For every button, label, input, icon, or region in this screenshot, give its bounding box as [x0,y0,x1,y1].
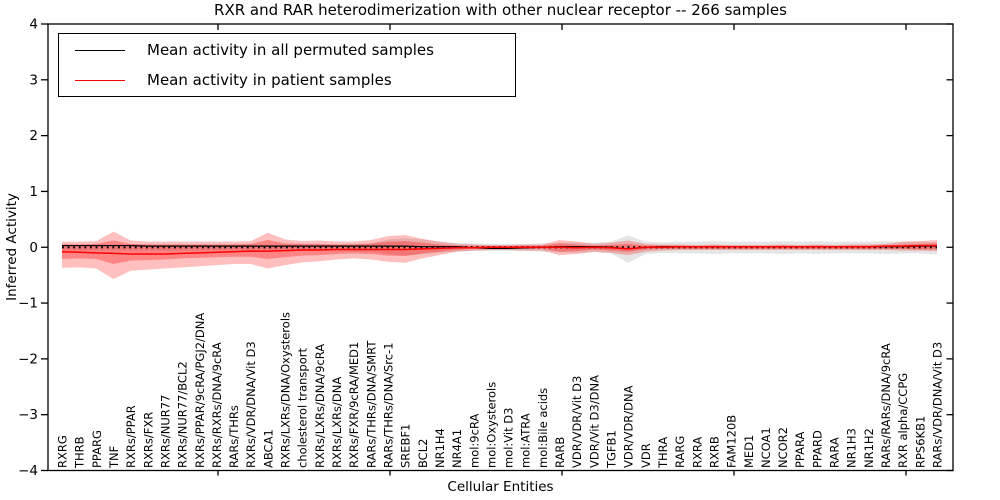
legend-item-patient: Mean activity in patient samples [59,68,515,92]
x-category-label: FAM120B [725,415,739,468]
x-category-label: TNF [107,446,121,469]
x-category-label: RXRs/RXRs/DNA/9cRA [210,342,224,468]
legend: Mean activity in all permuted samples Me… [58,33,516,97]
x-category-label: mol:Bile acids [536,388,550,468]
x-category-label: RXRA [690,437,704,468]
x-category-label: RARA [828,437,842,468]
y-tick-label: 0 [29,240,38,256]
chart-title: RXR and RAR heterodimerization with othe… [214,1,787,19]
y-tick-label: −2 [18,351,38,367]
x-category-label: RXRs/LXRs/DNA/Oxysterols [279,312,293,468]
x-category-label: PPARD [810,430,824,468]
x-category-label: RXRs/VDR/DNA/Vit D3 [244,341,258,468]
x-category-label: RXRs/LXRs/DNA [330,377,344,468]
y-tick-label: −3 [18,407,38,423]
legend-item-permuted: Mean activity in all permuted samples [59,38,515,62]
x-category-label: RARs/THRs/DNA/SMRT [364,340,378,468]
y-tick-label: −1 [18,296,38,312]
x-category-label: VDR [639,443,653,468]
x-category-label: RXRs/NUR77/BCL2 [176,361,190,468]
x-category-label: RXRs/NUR77 [158,395,172,468]
x-category-label: NCOA1 [759,427,773,468]
x-category-label: VDR/VDR/Vit D3 [570,376,584,468]
y-tick-label: 2 [29,128,38,144]
legend-label-patient: Mean activity in patient samples [147,71,392,89]
x-category-label: RXR alpha/CCPG [896,373,910,468]
x-category-label: THRA [656,437,670,469]
x-axis-label: Cellular Entities [447,479,554,495]
x-category-label: RARs/RARs/DNA/9cRA [879,343,893,468]
ci-band-patient-ci-outer [62,231,937,280]
x-category-label: RARs/VDR/DNA/Vit D3 [931,342,945,468]
y-tick-label: 1 [29,184,38,200]
x-category-label: RXRs/FXR [141,412,155,468]
x-category-label: RXRs/FXR/9cRA/MED1 [347,342,361,468]
x-category-label: RXRB [707,436,721,468]
legend-label-permuted: Mean activity in all permuted samples [147,41,434,59]
x-category-label: THRB [73,436,87,469]
x-category-label: mol:Vit D3 [502,408,516,468]
series-line-patient [61,244,937,255]
x-category-label: NR4A1 [450,429,464,468]
y-tick-label: 4 [29,17,38,33]
x-category-label: mol:9cRA [467,414,481,468]
ci-band-permuted-ci [62,235,937,263]
x-category-label: mol:ATRA [519,413,533,468]
x-category-label: cholesterol transport [296,348,310,468]
x-category-label: RARs/THRs/DNA/Src-1 [381,342,395,468]
y-axis-label: Inferred Activity [4,193,20,301]
x-category-label: TGFB1 [605,430,619,469]
x-category-label: MED1 [742,435,756,468]
x-category-label: ABCA1 [261,429,275,468]
y-tick-label: −4 [18,463,38,479]
x-category-label: NR1H2 [862,428,876,468]
x-category-label: RARG [673,436,687,468]
x-category-label: BCL2 [416,439,430,468]
x-category-label: RXRs/PPAR/9cRA/PGJ2/DNA [193,313,207,468]
x-category-label: RXRG [56,435,70,468]
x-category-label: VDR/VDR/DNA [622,385,636,468]
x-category-label: PPARA [793,431,807,468]
x-category-label: NR1H3 [845,428,859,468]
x-category-label: RARB [553,437,567,468]
x-category-label: SREBF1 [399,424,413,468]
x-category-label: NCOR2 [776,427,790,468]
x-category-label: RPS6KB1 [913,416,927,468]
x-category-label: mol:Oxysterols [484,382,498,468]
x-category-label: RARs/THRs [227,405,241,468]
x-category-label: RXRs/PPAR [124,405,138,468]
x-category-label: VDR/Vit D3/DNA [587,375,601,468]
legend-line-swatch-red [75,79,125,81]
legend-line-swatch-black [75,49,125,51]
x-category-label: NR1H4 [433,428,447,468]
y-tick-label: 3 [29,72,38,88]
x-category-label: RXRs/LXRs/DNA/9cRA [313,344,327,468]
x-category-label: PPARG [90,430,104,468]
